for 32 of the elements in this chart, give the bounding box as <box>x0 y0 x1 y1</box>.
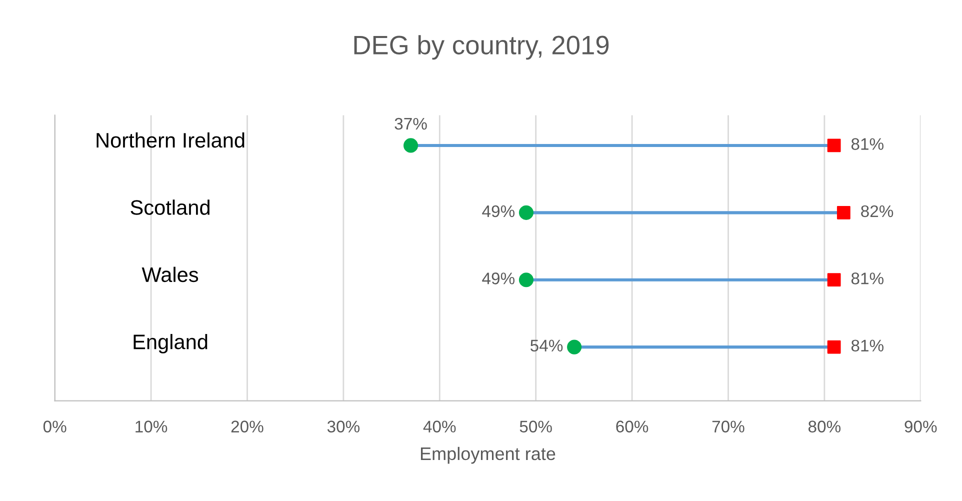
point <box>403 138 418 153</box>
x-tick-label: 40% <box>423 420 456 432</box>
x-tick-label: 0% <box>43 420 66 432</box>
data-label: 82% <box>861 205 894 218</box>
point <box>518 205 534 220</box>
data-label: 49% <box>482 205 515 218</box>
x-tick-label: 30% <box>327 420 360 432</box>
y-tick-label: England <box>134 334 208 354</box>
x-tick-label: 50% <box>520 420 552 432</box>
x-tick-label: 70% <box>712 420 744 432</box>
x-tick-label: 20% <box>231 420 264 432</box>
point <box>827 138 841 152</box>
data-label: 49% <box>482 272 515 284</box>
data-label: 54% <box>530 340 563 352</box>
point <box>518 272 534 288</box>
x-tick-label: 80% <box>808 420 841 432</box>
x-axis-title: Employment rate <box>420 446 556 464</box>
x-tick-label: 90% <box>904 420 937 432</box>
y-tick-label: Scotland <box>130 200 210 215</box>
y-tick-label: Wales <box>142 266 198 282</box>
data-label: 81% <box>851 138 884 150</box>
x-tick-label: 60% <box>616 420 648 432</box>
point <box>827 273 841 287</box>
y-tick-label: Northern Ireland <box>96 132 244 148</box>
data-label: 37% <box>394 118 427 130</box>
data-label: 81% <box>851 340 884 352</box>
chart-title: DEG by country, 2019 <box>354 35 609 60</box>
point <box>827 340 841 354</box>
data-label: 81% <box>851 272 884 284</box>
x-tick-label: 10% <box>136 420 168 432</box>
point <box>836 206 850 220</box>
point <box>567 340 582 354</box>
